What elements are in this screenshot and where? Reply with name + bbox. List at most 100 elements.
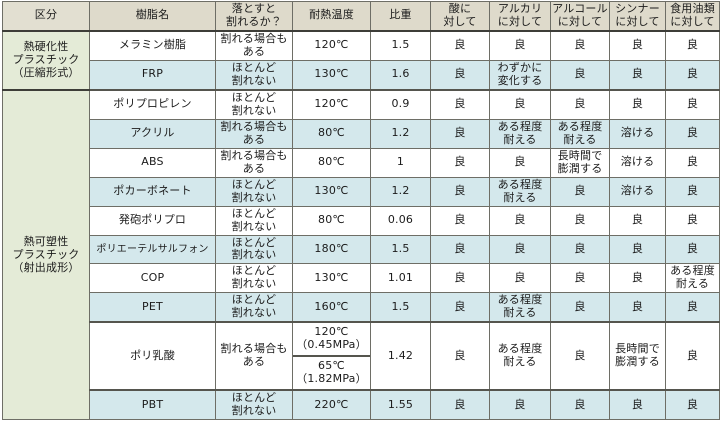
header-alcohol-line2: に対して bbox=[557, 14, 603, 28]
acid-text: 良 bbox=[454, 213, 466, 227]
cell-specific-gravity: 1.5 bbox=[370, 30, 431, 61]
header-alkali-resistance: アルカリ に対して bbox=[489, 0, 551, 32]
heat-text: 120℃ bbox=[314, 97, 349, 111]
thinner-text: 良 bbox=[631, 397, 644, 411]
heat-text: 130℃ bbox=[314, 67, 349, 81]
cell-alcohol: 良 bbox=[550, 234, 610, 265]
header-jushimei-label: 樹脂名 bbox=[135, 8, 170, 22]
header-jushimei: 樹脂名 bbox=[89, 0, 216, 32]
cell-heat-resistance: 160℃ bbox=[292, 292, 371, 324]
gravity-text: 1.2 bbox=[391, 184, 410, 198]
alkali-line1: 良 bbox=[514, 241, 526, 255]
drop-line1: 割れる場合も bbox=[220, 119, 288, 133]
thinner-text: 溶ける bbox=[620, 184, 655, 198]
cell-heat-resistance: 80℃ bbox=[292, 205, 371, 236]
drop-line2: 割れない bbox=[231, 219, 277, 233]
heat-text: 120℃ bbox=[314, 38, 349, 52]
cell-resin-name: ポリ乳酸 bbox=[89, 321, 216, 392]
cell-acid: 良 bbox=[430, 30, 490, 61]
cell-drop-test: 割れる場合も ある bbox=[215, 30, 293, 61]
alkali-line1: わずかに bbox=[497, 60, 543, 74]
cell-specific-gravity: 1.42 bbox=[370, 321, 431, 392]
header-thinner-line1: シンナー bbox=[615, 2, 660, 15]
alkali-line1: ある程度 bbox=[497, 342, 543, 356]
cell-thinner: 良 bbox=[609, 389, 666, 421]
cell-heat-resistance: 120℃ bbox=[292, 30, 371, 61]
gravity-text: 0.9 bbox=[391, 97, 410, 111]
alcohol-line1: 良 bbox=[574, 299, 586, 313]
alkali-line1: 良 bbox=[514, 97, 526, 111]
cell-acid: 良 bbox=[430, 205, 490, 236]
cell-heat-resistance: 180℃ bbox=[292, 234, 371, 265]
alcohol-line2: 耐える bbox=[563, 132, 597, 146]
resin-name-text: FRP bbox=[141, 67, 164, 81]
table-row: 熱可塑性 プラスチック （射出成形） ポリプロピレン ほとんど 割れない 120… bbox=[2, 89, 720, 421]
resin-name-text: ポカーボネート bbox=[113, 184, 192, 198]
table-row: ポリ乳酸 割れる場合も ある 120℃ （0.45MPa） 65℃ （1.82M… bbox=[3, 321, 720, 392]
thinner-text: 良 bbox=[631, 270, 644, 284]
thinner-text: 溶ける bbox=[620, 126, 655, 140]
cell-resin-name: FRP bbox=[89, 59, 216, 91]
oil-line1: 良 bbox=[686, 67, 699, 81]
cell-thinner: 溶ける bbox=[609, 176, 666, 207]
gravity-text: 1.2 bbox=[391, 126, 410, 140]
cell-thinner: 良 bbox=[609, 292, 666, 324]
alcohol-line1: ある程度 bbox=[557, 119, 603, 133]
heat-split-bottom: 65℃ （1.82MPa） bbox=[294, 357, 370, 388]
cell-alcohol: ある程度 耐える bbox=[550, 118, 610, 149]
category-thermoset: 熱硬化性 プラスチック （圧縮形式） bbox=[2, 30, 90, 91]
cell-acid: 良 bbox=[430, 89, 490, 120]
alkali-line1: ある程度 bbox=[497, 293, 543, 307]
cell-alcohol: 良 bbox=[550, 59, 610, 91]
heat-split-bottom-pressure: （1.82MPa） bbox=[296, 372, 367, 386]
thinner-text: 良 bbox=[631, 97, 644, 111]
cell-resin-name: COP bbox=[89, 263, 216, 294]
category-thermoplastic-line3: （射出成形） bbox=[12, 260, 80, 274]
cell-cooking-oil: 良 bbox=[665, 234, 720, 265]
resin-name-text: ポリエーテルサルフォン bbox=[96, 243, 209, 255]
acid-text: 良 bbox=[454, 155, 466, 169]
cell-cooking-oil: 良 bbox=[665, 147, 720, 178]
cell-drop-test: ほとんど 割れない bbox=[215, 59, 293, 91]
acid-text: 良 bbox=[454, 184, 466, 198]
heat-text: 80℃ bbox=[318, 155, 345, 169]
alcohol-line1: 良 bbox=[574, 67, 586, 81]
acid-text: 良 bbox=[454, 67, 466, 81]
gravity-text: 1.01 bbox=[387, 270, 414, 284]
oil-line2: 耐える bbox=[675, 277, 710, 291]
cell-thinner: 良 bbox=[609, 30, 666, 61]
category-thermoplastic-line2: プラスチック bbox=[12, 247, 80, 261]
cell-drop-test: ほとんど 割れない bbox=[215, 389, 293, 421]
cell-resin-name: ポリエーテルサルフォン bbox=[89, 234, 216, 265]
header-drop-test: 落とすと 割れるか？ bbox=[215, 0, 293, 32]
gravity-text: 0.06 bbox=[387, 213, 414, 227]
cell-resin-name: アクリル bbox=[89, 118, 216, 149]
oil-line1: 良 bbox=[686, 126, 699, 140]
heat-text: 180℃ bbox=[314, 241, 349, 255]
cell-alkali: ある程度 耐える bbox=[489, 176, 551, 207]
cell-heat-resistance: 130℃ bbox=[292, 176, 371, 207]
drop-line1: ほとんど bbox=[231, 90, 277, 104]
cell-acid: 良 bbox=[430, 118, 490, 149]
heat-text: 160℃ bbox=[314, 299, 349, 313]
cell-drop-test: 割れる場合も ある bbox=[215, 147, 293, 178]
drop-line1: ほとんど bbox=[231, 391, 277, 405]
header-acid-line2: 対して bbox=[443, 14, 477, 28]
alcohol-line1: 良 bbox=[574, 241, 586, 255]
drop-line1: 割れる場合も bbox=[220, 342, 288, 356]
category-thermoset-line1: 熱硬化性 bbox=[23, 39, 69, 53]
cell-drop-test: 割れる場合も ある bbox=[215, 118, 293, 149]
resin-name-text: PBT bbox=[141, 397, 164, 411]
drop-line1: 割れる場合も bbox=[220, 148, 288, 162]
cell-resin-name: PET bbox=[89, 292, 216, 324]
header-heat-resistance-label: 耐熱温度 bbox=[309, 8, 354, 22]
cell-heat-resistance: 130℃ bbox=[292, 59, 371, 91]
oil-line1: 良 bbox=[686, 348, 699, 362]
cell-acid: 良 bbox=[430, 389, 490, 421]
cell-resin-name: ポリプロピレン bbox=[89, 89, 216, 120]
oil-line1: 良 bbox=[686, 241, 699, 255]
cell-acid: 良 bbox=[430, 263, 490, 294]
cell-specific-gravity: 0.9 bbox=[370, 89, 431, 120]
alkali-line1: 良 bbox=[514, 270, 526, 284]
